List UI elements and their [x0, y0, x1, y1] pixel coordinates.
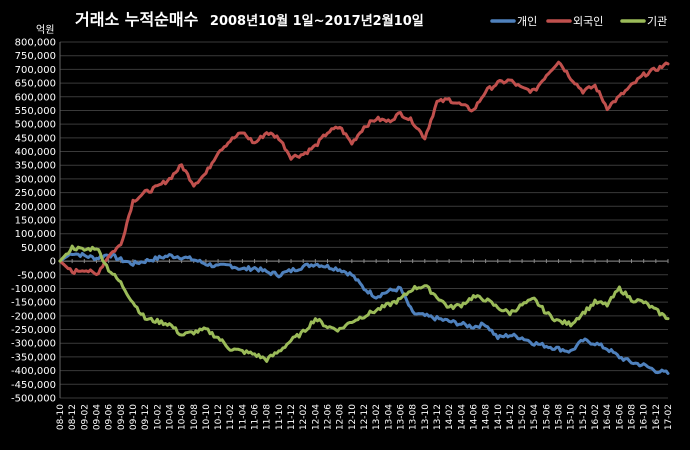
y-tick-label: 550,000 [15, 106, 56, 117]
x-tick-label: 09-10 [129, 404, 139, 430]
y-tick-label: -350,000 [11, 352, 56, 363]
x-tick-label: 12-04 [311, 404, 321, 430]
y-axis-ticks: 800,000 750,000 700,000 650,000 600,000 550,0… [11, 38, 56, 405]
series-line-2 [58, 244, 670, 363]
y-tick-label: -250,000 [11, 325, 56, 336]
x-tick-label: 16-12 [652, 404, 662, 430]
y-tick-label: 400,000 [15, 147, 56, 158]
x-tick-label: 14-02 [445, 404, 455, 430]
svg-text:거래소 누적순매수 2008년10월 1일~20: 거래소 누적순매수 2008년10월 1일~2017년2월10일 [75, 10, 424, 29]
x-tick-label: 10-02 [153, 404, 163, 430]
x-tick-label: 13-02 [372, 404, 382, 430]
y-tick-label: -450,000 [11, 380, 56, 391]
x-tick-label: 10-12 [214, 404, 224, 430]
x-tick-label: 15-06 [542, 404, 552, 430]
x-tick-label: 11-10 [275, 404, 285, 430]
series-line-0 [58, 252, 670, 375]
x-tick-label: 13-10 [421, 404, 431, 430]
y-tick-label: -50,000 [17, 270, 56, 281]
series-lines [58, 60, 670, 375]
y-tick-label: -200,000 [11, 311, 56, 322]
x-tick-label: 09-12 [141, 404, 151, 430]
x-tick-label: 10-08 [190, 404, 200, 430]
x-tick-label: 11-04 [238, 404, 248, 430]
x-tick-label: 16-02 [591, 404, 601, 430]
chart-title: 거래소 누적순매수 2008년10월 1일~2017년2월10일 [75, 10, 424, 29]
y-tick-label: 350,000 [15, 161, 56, 172]
gridlines [59, 41, 669, 399]
x-tick-label: 11-02 [226, 404, 236, 430]
x-tick-label: 08-12 [68, 404, 78, 430]
x-tick-label: 15-02 [518, 404, 528, 430]
y-tick-label: 800,000 [15, 38, 56, 49]
x-tick-label: 14-04 [457, 404, 467, 430]
x-tick-label: 12-12 [360, 404, 370, 430]
x-tick-label: 09-02 [80, 404, 90, 430]
y-tick-label: -500,000 [11, 394, 56, 405]
x-tick-label: 16-10 [640, 404, 650, 430]
title-sub: 2008년10월 1일~2017년2월10일 [210, 13, 424, 29]
x-tick-label: 13-08 [409, 404, 419, 430]
y-tick-label: 600,000 [15, 92, 56, 103]
x-tick-label: 11-08 [263, 404, 273, 430]
y-tick-label: 200,000 [15, 202, 56, 213]
x-tick-label: 09-06 [105, 404, 115, 430]
x-tick-label: 13-06 [396, 404, 406, 430]
x-tick-label: 11-12 [287, 404, 297, 430]
x-tick-label: 11-06 [251, 404, 261, 430]
x-tick-label: 08-10 [56, 404, 66, 430]
y-tick-label: 100,000 [15, 229, 56, 240]
series-line-1 [58, 60, 670, 277]
y-tick-label: 250,000 [15, 188, 56, 199]
x-tick-label: 15-10 [567, 404, 577, 430]
x-tick-label: 14-10 [494, 404, 504, 430]
y-tick-label: -300,000 [11, 339, 56, 350]
x-tick-label: 10-10 [202, 404, 212, 430]
x-tick-label: 13-04 [384, 404, 394, 430]
x-tick-label: 16-04 [603, 404, 613, 430]
unit-label: 억원 [36, 24, 54, 36]
x-tick-label: 13-12 [433, 404, 443, 430]
title-main: 거래소 누적순매수 [75, 10, 199, 29]
x-tick-label: 16-08 [628, 404, 638, 430]
y-tick-label: -400,000 [11, 366, 56, 377]
legend-label-0: 개인 [517, 15, 537, 28]
x-tick-label: 17-02 [664, 404, 674, 430]
x-tick-label: 15-04 [530, 404, 540, 430]
y-tick-label: -100,000 [11, 284, 56, 295]
y-tick-label: 500,000 [15, 120, 56, 131]
x-tick-label: 10-04 [165, 404, 175, 430]
legend-label-2: 기관 [647, 15, 667, 28]
y-tick-label: 750,000 [15, 51, 56, 62]
y-tick-label: 650,000 [15, 79, 56, 90]
x-tick-label: 12-06 [324, 404, 334, 430]
x-tick-label: 15-12 [579, 404, 589, 430]
legend: 개인 외국인 기관 [490, 15, 667, 28]
x-tick-label: 14-12 [506, 404, 516, 430]
y-tick-label: 150,000 [15, 216, 56, 227]
x-tick-label: 12-02 [299, 404, 309, 430]
x-tick-label: 09-04 [92, 404, 102, 430]
y-tick-label: 450,000 [15, 133, 56, 144]
x-axis-ticks: 08-10 08-12 09-02 09-04 09-06 09-08 09-10 09-12… [56, 404, 674, 430]
legend-label-1: 외국인 [573, 15, 603, 28]
x-tick-label: 16-06 [615, 404, 625, 430]
x-tick-label: 12-10 [348, 404, 358, 430]
y-tick-label: 700,000 [15, 65, 56, 76]
x-tick-label: 14-06 [469, 404, 479, 430]
x-tick-label: 12-08 [336, 404, 346, 430]
y-tick-label: 0 [50, 257, 56, 268]
y-tick-label: 300,000 [15, 174, 56, 185]
x-tick-label: 10-06 [178, 404, 188, 430]
y-tick-label: -150,000 [11, 298, 56, 309]
y-tick-label: 50,000 [21, 243, 56, 254]
x-tick-label: 09-08 [117, 404, 127, 430]
x-tick-label: 15-08 [555, 404, 565, 430]
x-tick-label: 14-08 [482, 404, 492, 430]
